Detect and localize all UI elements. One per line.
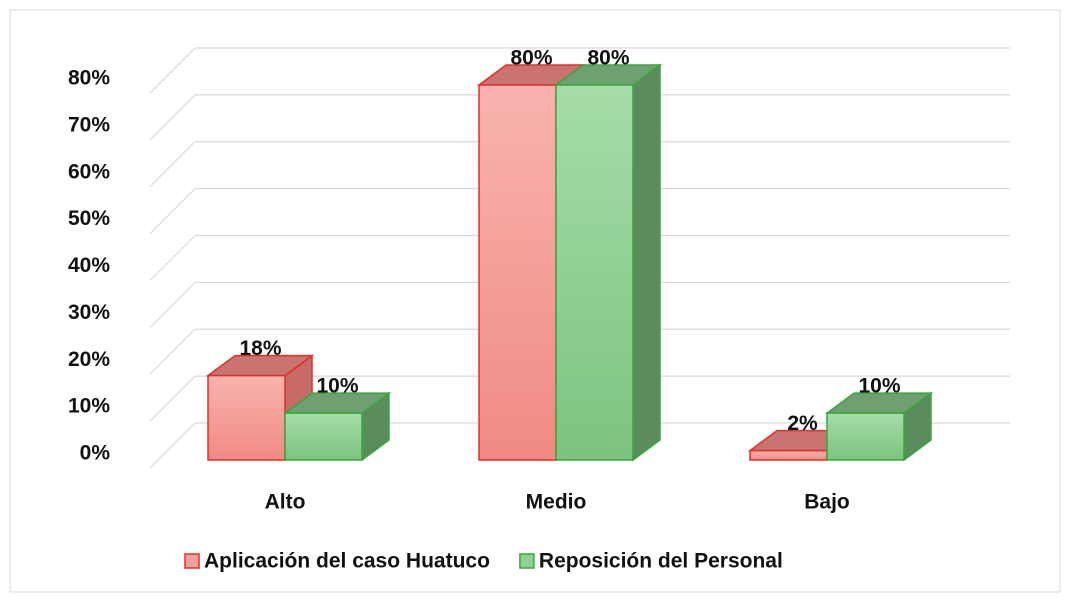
- grid-line: [149, 188, 1010, 235]
- y-tick-label: 0%: [80, 442, 111, 465]
- grid-line: [149, 94, 1010, 141]
- grid-line: [149, 375, 1010, 422]
- y-tick-label: 60%: [68, 160, 110, 183]
- y-tick-label: 80%: [68, 67, 110, 90]
- grid-line: [149, 328, 1010, 375]
- data-label: 80%: [510, 47, 552, 70]
- y-tick-label: 50%: [68, 207, 110, 230]
- data-label: 80%: [587, 47, 629, 70]
- legend-label: Aplicación del caso Huatuco: [204, 550, 490, 573]
- bar: [749, 449, 828, 461]
- y-tick-label: 30%: [68, 301, 110, 324]
- legend-label: Reposición del Personal: [539, 550, 783, 573]
- bar: [207, 374, 286, 461]
- data-label: 18%: [239, 337, 281, 360]
- data-label: 10%: [858, 375, 900, 398]
- bar: [284, 412, 363, 461]
- y-tick-label: 10%: [68, 395, 110, 418]
- bar: [826, 412, 905, 461]
- grid-line: [149, 234, 1010, 281]
- bar: [555, 84, 634, 461]
- data-label: 2%: [787, 412, 818, 435]
- y-tick-label: 70%: [68, 113, 110, 136]
- x-tick-label: Bajo: [804, 491, 850, 514]
- x-tick-label: Alto: [265, 491, 306, 514]
- grid-line: [149, 141, 1010, 188]
- y-tick-label: 40%: [68, 254, 110, 277]
- legend-swatch: [519, 553, 535, 569]
- bar: [478, 84, 557, 461]
- grid-line: [149, 281, 1010, 328]
- legend-swatch: [184, 553, 200, 569]
- y-tick-label: 20%: [68, 348, 110, 371]
- grid-line: [149, 422, 1010, 469]
- bar-side: [632, 63, 661, 462]
- data-label: 10%: [316, 375, 358, 398]
- chart-border: [9, 9, 1061, 593]
- grid-line: [149, 47, 1010, 94]
- x-tick-label: Medio: [526, 491, 587, 514]
